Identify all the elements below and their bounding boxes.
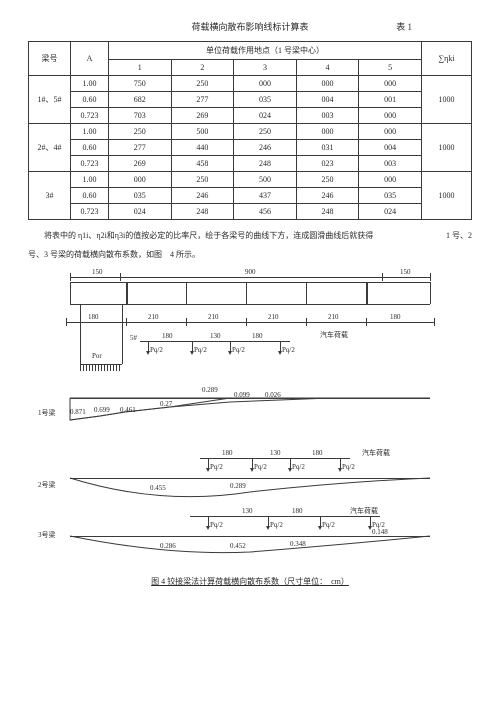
cell-val: 437 (234, 188, 297, 204)
figure-caption: 图 4 铰接梁法计算荷载横向散布系数（尺寸单位： cm） (30, 576, 470, 587)
cell-val: 248 (171, 204, 234, 220)
cell-val: 000 (359, 76, 422, 92)
cell-val: 250 (171, 76, 234, 92)
page-title: 荷载横向散布影响线标计算表 (191, 20, 308, 33)
subcol-2: 2 (171, 60, 234, 76)
cell-a: 0.723 (71, 204, 109, 220)
cell-val: 277 (171, 92, 234, 108)
cell-sum: 1000 (422, 124, 472, 172)
cell-val: 750 (109, 76, 172, 92)
cell-val: 248 (234, 156, 297, 172)
cell-sum: 1000 (422, 172, 472, 220)
figure-4: 150 900 150 180 210 210 210 210 180 Por … (30, 268, 470, 608)
cell-val: 269 (109, 156, 172, 172)
cell-val: 000 (359, 172, 422, 188)
cell-val: 500 (234, 172, 297, 188)
cell-val: 003 (359, 156, 422, 172)
cell-val: 024 (359, 204, 422, 220)
cell-val: 246 (171, 188, 234, 204)
cell-val: 024 (109, 204, 172, 220)
subcol-5: 5 (359, 60, 422, 76)
cell-a: 0.723 (71, 156, 109, 172)
body-text: 将表中的 η1i、η2i和η3i的值按必定的比率尺，绘于各梁号的曲线下方，连成圆… (28, 230, 472, 243)
table-number: 表 1 (396, 20, 412, 33)
cell-val: 035 (109, 188, 172, 204)
cell-a: 0.60 (71, 188, 109, 204)
subcol-1: 1 (109, 60, 172, 76)
cell-val: 000 (109, 172, 172, 188)
col-unit-load: 单位荷载作用地点（1 号梁中心） (109, 42, 422, 60)
cell-sum: 1000 (422, 76, 472, 124)
row-beam: 2#、4# (29, 124, 71, 172)
cell-val: 001 (359, 92, 422, 108)
cell-val: 000 (296, 76, 359, 92)
cell-val: 703 (109, 108, 172, 124)
cell-val: 250 (234, 124, 297, 140)
cell-val: 458 (171, 156, 234, 172)
row-beam: 3# (29, 172, 71, 220)
cell-val: 250 (296, 172, 359, 188)
cell-val: 024 (234, 108, 297, 124)
col-sigma: ∑ηki (422, 42, 472, 76)
cell-val: 004 (296, 92, 359, 108)
col-beam: 梁号 (29, 42, 71, 76)
cell-val: 000 (359, 124, 422, 140)
cell-a: 1.00 (71, 172, 109, 188)
cell-val: 031 (296, 140, 359, 156)
cell-val: 000 (234, 76, 297, 92)
cell-a: 1.00 (71, 124, 109, 140)
cell-val: 035 (234, 92, 297, 108)
row-beam: 1#、5# (29, 76, 71, 124)
cell-val: 456 (234, 204, 297, 220)
cell-val: 246 (234, 140, 297, 156)
cell-val: 277 (109, 140, 172, 156)
cell-val: 248 (296, 204, 359, 220)
cell-val: 250 (171, 172, 234, 188)
cell-a: 0.60 (71, 92, 109, 108)
cell-val: 004 (359, 140, 422, 156)
subcol-3: 3 (234, 60, 297, 76)
cell-val: 000 (296, 124, 359, 140)
cell-val: 246 (296, 188, 359, 204)
cell-a: 0.60 (71, 140, 109, 156)
cell-val: 035 (359, 188, 422, 204)
cell-val: 682 (109, 92, 172, 108)
subcol-4: 4 (296, 60, 359, 76)
calc-table: 梁号 A 单位荷载作用地点（1 号梁中心） ∑ηki 1 2 3 4 5 1#、… (28, 41, 472, 220)
cell-a: 0.723 (71, 108, 109, 124)
cell-val: 500 (171, 124, 234, 140)
cell-val: 269 (171, 108, 234, 124)
cell-val: 023 (296, 156, 359, 172)
body-text-2: 号、3 号梁的荷载横向散布系数，如图 4 所示。 (28, 249, 472, 262)
cell-val: 000 (359, 108, 422, 124)
cell-val: 440 (171, 140, 234, 156)
col-a: A (71, 42, 109, 76)
cell-a: 1.00 (71, 76, 109, 92)
cell-val: 250 (109, 124, 172, 140)
cell-val: 003 (296, 108, 359, 124)
